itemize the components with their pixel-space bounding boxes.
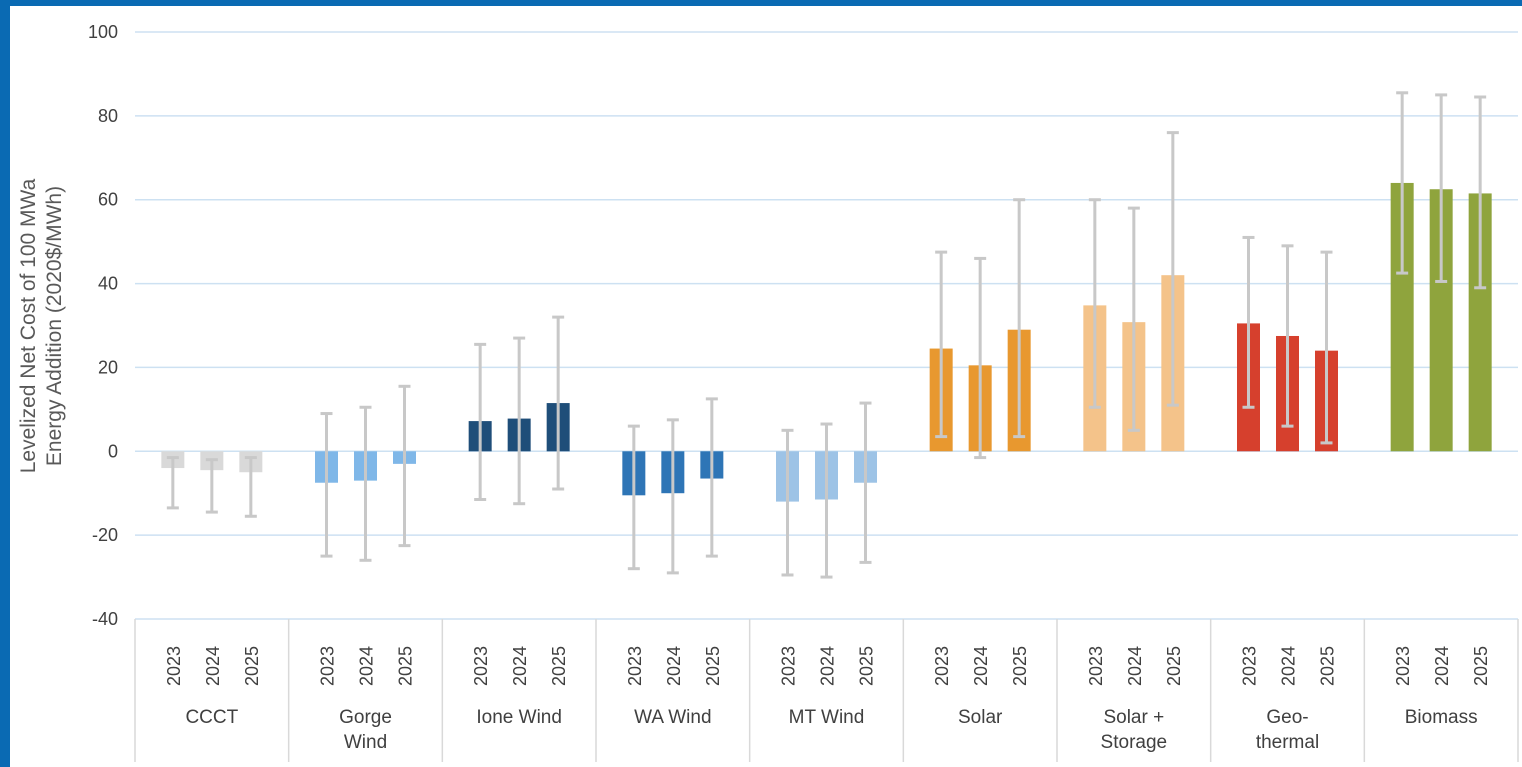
category-label: MT Wind xyxy=(789,707,865,728)
category-label: Solar xyxy=(958,707,1003,728)
y-tick-label: 20 xyxy=(98,357,118,377)
x-tick-label: 2023 xyxy=(1086,646,1106,686)
x-tick-label: 2025 xyxy=(1471,646,1491,686)
y-axis-label: Levelized Net Cost of 100 MWa xyxy=(17,178,40,473)
x-tick-label: 2025 xyxy=(1164,646,1184,686)
bar xyxy=(1390,182,1414,452)
x-tick-label: 2024 xyxy=(510,646,530,686)
bar xyxy=(1468,193,1492,452)
x-tick-label: 2024 xyxy=(1125,646,1145,686)
y-tick-label: 0 xyxy=(108,441,118,461)
x-tick-label: 2024 xyxy=(818,646,838,686)
x-tick-label: 2025 xyxy=(549,646,569,686)
bar xyxy=(1429,189,1453,452)
category-label: Storage xyxy=(1101,732,1168,753)
y-tick-label: 80 xyxy=(98,106,118,126)
x-tick-label: 2024 xyxy=(357,646,377,686)
y-tick-label: 60 xyxy=(98,190,118,210)
x-tick-label: 2025 xyxy=(1318,646,1338,686)
x-tick-label: 2025 xyxy=(1010,646,1030,686)
category-label: Biomass xyxy=(1405,707,1478,728)
x-tick-label: 2023 xyxy=(318,646,338,686)
y-tick-label: -40 xyxy=(92,609,118,629)
y-tick-label: 40 xyxy=(98,274,118,294)
category-label: Solar + xyxy=(1103,707,1164,728)
category-label: Gorge xyxy=(339,707,392,728)
x-tick-label: 2023 xyxy=(625,646,645,686)
x-tick-label: 2024 xyxy=(203,646,223,686)
x-tick-label: 2023 xyxy=(1393,646,1413,686)
x-tick-label: 2023 xyxy=(779,646,799,686)
category-label: Geo- xyxy=(1266,707,1308,728)
x-tick-label: 2025 xyxy=(857,646,877,686)
category-label: Wind xyxy=(344,732,387,753)
x-tick-label: 2024 xyxy=(1279,646,1299,686)
x-tick-label: 2023 xyxy=(164,646,184,686)
x-tick-label: 2024 xyxy=(971,646,991,686)
x-tick-label: 2023 xyxy=(932,646,952,686)
x-tick-label: 2025 xyxy=(396,646,416,686)
y-tick-label: 100 xyxy=(88,22,118,42)
y-tick-label: -20 xyxy=(92,525,118,545)
category-label: WA Wind xyxy=(634,707,711,728)
x-tick-label: 2024 xyxy=(1432,646,1452,686)
x-tick-label: 2025 xyxy=(242,646,262,686)
category-label: thermal xyxy=(1256,732,1319,753)
x-tick-label: 2024 xyxy=(664,646,684,686)
x-tick-label: 2023 xyxy=(1240,646,1260,686)
x-tick-label: 2023 xyxy=(471,646,491,686)
category-label: CCCT xyxy=(185,707,238,728)
x-tick-label: 2025 xyxy=(703,646,723,686)
y-axis-label: Energy Addition (2020$/MWh) xyxy=(43,186,66,466)
category-label: Ione Wind xyxy=(476,707,562,728)
